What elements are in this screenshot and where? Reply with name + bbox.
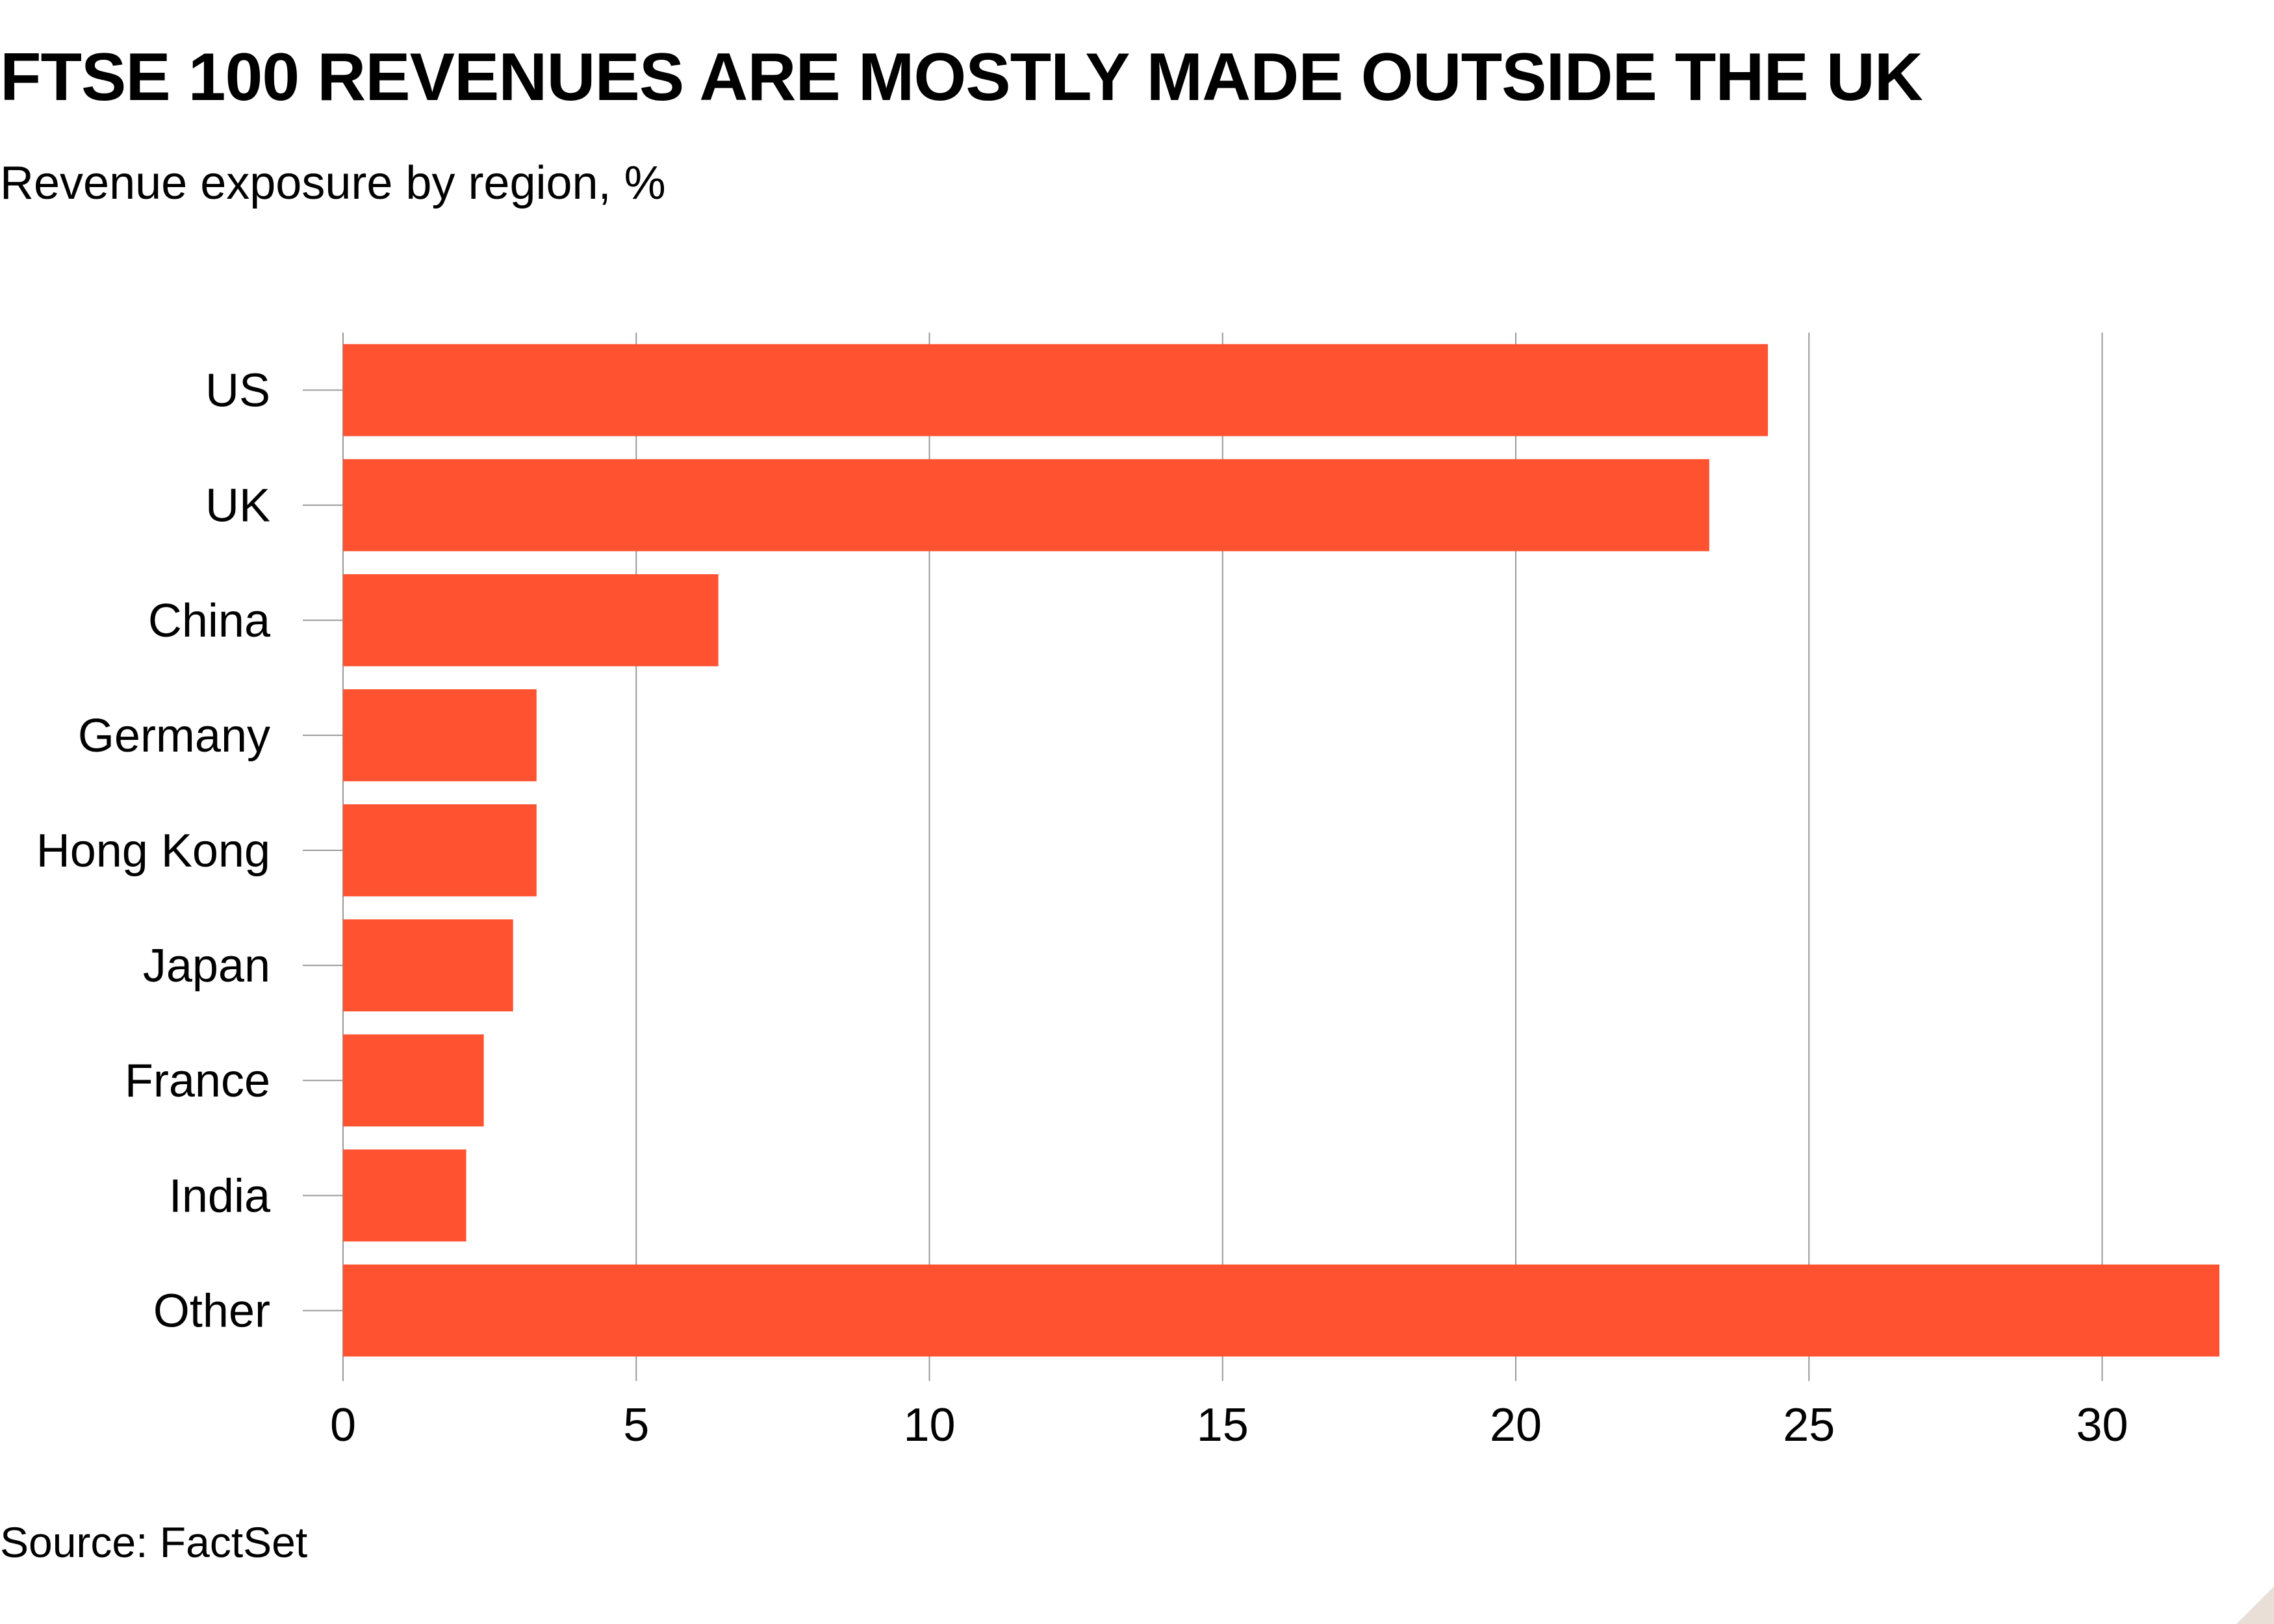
corner-mark [2236, 1586, 2274, 1624]
category-label-india: India [169, 1170, 271, 1222]
x-tick-label-5: 5 [623, 1399, 649, 1451]
category-label-france: France [125, 1055, 270, 1107]
chart-title: FTSE 100 REVENUES ARE MOSTLY MADE OUTSID… [0, 40, 1923, 115]
category-label-china: China [148, 595, 271, 647]
category-label-us: US [205, 365, 270, 417]
bar-other [343, 1264, 2219, 1357]
x-tick-label-0: 0 [330, 1399, 356, 1451]
x-tick-label-30: 30 [2076, 1399, 2128, 1451]
bar-us [343, 344, 1769, 437]
category-label-hong-kong: Hong Kong [36, 825, 270, 877]
chart-subtitle: Revenue exposure by region, % [0, 157, 666, 209]
bars [343, 344, 2219, 1357]
x-tick-label-25: 25 [1783, 1399, 1835, 1451]
category-label-other: Other [153, 1285, 270, 1337]
bar-germany [343, 689, 537, 781]
category-ticks [303, 389, 343, 1312]
x-tick-label-10: 10 [903, 1399, 955, 1451]
x-tick-labels: 0 5 10 15 20 25 30 [330, 1399, 2128, 1451]
category-label-japan: Japan [143, 940, 270, 992]
source-note: Source: FactSet [0, 1518, 308, 1566]
bar-hong-kong [343, 804, 537, 896]
category-labels: US UK China Germany Hong Kong Japan France Indi… [36, 365, 271, 1338]
bar-france [343, 1034, 484, 1127]
category-label-germany: Germany [78, 710, 270, 762]
bar-uk [343, 459, 1709, 552]
bar-china [343, 574, 719, 666]
bar-india [343, 1149, 466, 1242]
x-tick-label-15: 15 [1197, 1399, 1249, 1451]
category-label-uk: UK [205, 480, 270, 532]
x-tick-label-20: 20 [1490, 1399, 1542, 1451]
bar-japan [343, 919, 513, 1011]
